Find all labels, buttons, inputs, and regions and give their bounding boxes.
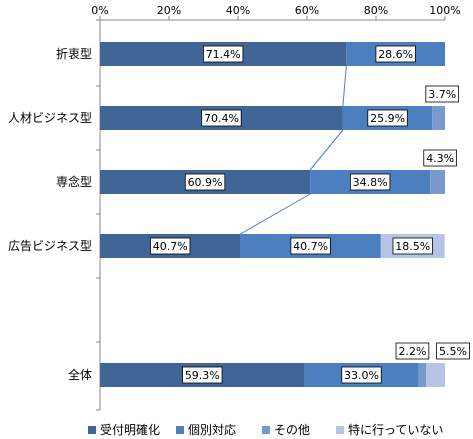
x-tick-label: 40%	[226, 4, 250, 17]
data-label: 5.5%	[439, 345, 467, 358]
data-label: 28.6%	[378, 48, 413, 61]
legend-swatch	[262, 426, 270, 434]
data-label-box	[392, 237, 433, 255]
bar-segment	[430, 170, 445, 194]
series-line	[240, 193, 311, 235]
x-tick-label: 0%	[91, 4, 108, 17]
legend-swatch	[336, 426, 344, 434]
series-lines	[240, 65, 347, 235]
x-tick-label: 100%	[429, 4, 460, 17]
x-axis-ticks: 0% 20% 40% 60% 80% 100%	[91, 4, 460, 17]
data-label-box	[290, 237, 331, 255]
category-label: 専念型	[56, 174, 92, 189]
data-label: 2.2%	[398, 345, 426, 358]
data-label: 70.4%	[204, 112, 239, 125]
data-label: 25.9%	[370, 112, 405, 125]
data-label-box	[341, 366, 382, 384]
category-label: 折衷型	[56, 46, 92, 61]
data-label-box	[150, 237, 191, 255]
data-labels: 71.4% 28.6% 70.4% 25.9% 3.7% 60.9% 34.8% 4.3% 40…	[150, 45, 470, 384]
data-label: 40.7%	[153, 240, 188, 253]
data-label: 3.7%	[428, 88, 456, 101]
data-label-box	[423, 149, 457, 167]
data-label-box	[182, 366, 223, 384]
bar-segment	[432, 106, 445, 130]
data-label-box	[425, 85, 460, 103]
bars	[100, 42, 445, 387]
legend-label: その他	[274, 423, 310, 437]
x-tick-label: 80%	[364, 4, 388, 17]
legend-label: 特に行っていない	[348, 422, 443, 437]
axes	[96, 16, 446, 411]
data-label-box	[203, 45, 244, 63]
data-label: 71.4%	[206, 48, 241, 61]
series-line	[342, 65, 347, 107]
data-label-box	[436, 342, 470, 360]
category-label: 広告ビジネス型	[8, 239, 92, 253]
data-label-box	[367, 109, 408, 127]
legend-swatch	[176, 426, 184, 434]
category-label: 全体	[68, 367, 92, 382]
data-label-box	[184, 173, 226, 191]
data-label: 59.3%	[185, 369, 220, 382]
legend: 受付明確化 個別対応 その他 特に行っていない	[88, 422, 443, 437]
data-label: 4.3%	[426, 152, 454, 165]
bar-segment	[418, 363, 427, 387]
series-line	[309, 129, 344, 171]
data-label: 18.5%	[395, 240, 430, 253]
data-label-box	[349, 173, 391, 191]
legend-label: 受付明確化	[100, 422, 160, 437]
legend-label: 個別対応	[188, 423, 236, 437]
data-label: 60.9%	[188, 176, 223, 189]
data-label: 34.8%	[353, 176, 388, 189]
data-label-box	[201, 109, 242, 127]
data-label: 40.7%	[293, 240, 328, 253]
data-label: 33.0%	[344, 369, 379, 382]
data-label-box	[395, 342, 430, 360]
x-tick-label: 20%	[157, 4, 181, 17]
bar-segment	[426, 363, 445, 387]
category-label: 人材ビジネス型	[8, 111, 92, 125]
data-label-box	[375, 45, 416, 63]
legend-swatch	[88, 426, 96, 434]
x-tick-label: 60%	[295, 4, 319, 17]
